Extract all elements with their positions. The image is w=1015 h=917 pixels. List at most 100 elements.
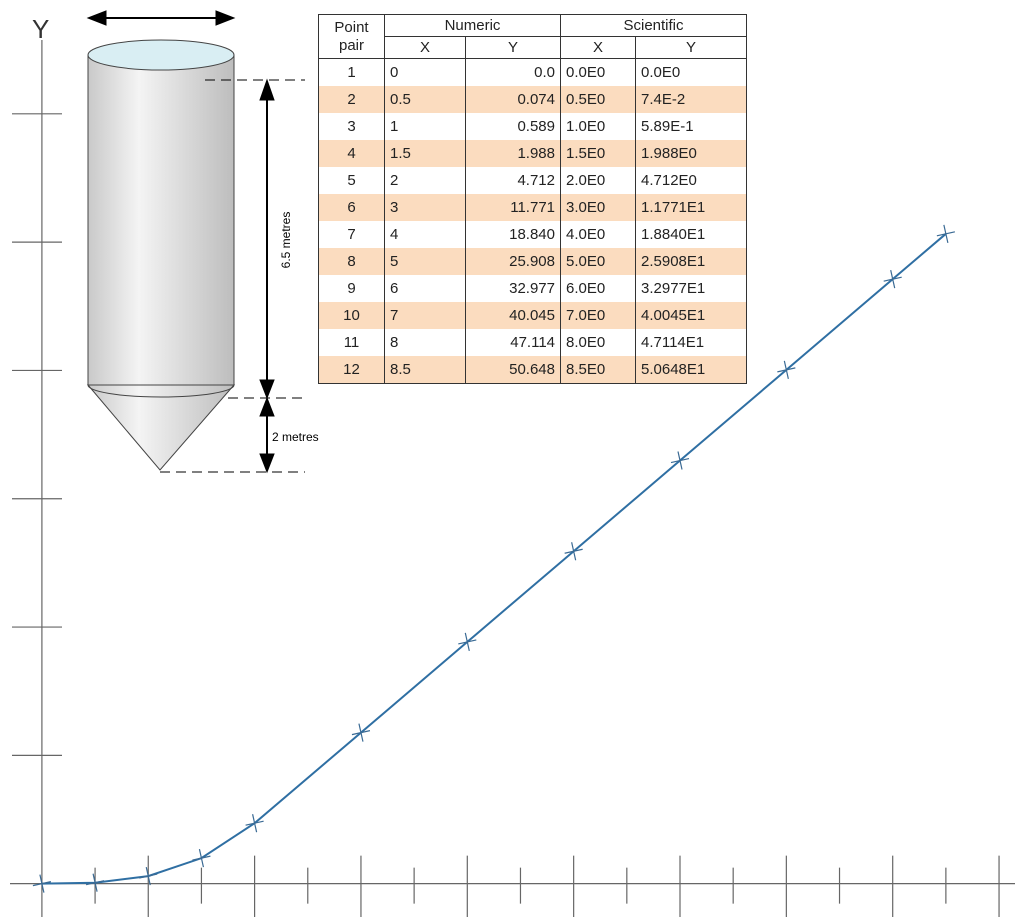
table-cell: 0.589 (465, 113, 561, 140)
table-cell: 2.5908E1 (635, 248, 747, 275)
table-cell: 4.712E0 (635, 167, 747, 194)
table-cell: 3.0E0 (560, 194, 636, 221)
table-cell: 4.0E0 (560, 221, 636, 248)
table-cell: 8.5 (384, 356, 466, 384)
table-cell: 4.0045E1 (635, 302, 747, 329)
table-cell: 8.5E0 (560, 356, 636, 384)
table-row: 4 1.5 1.988 1.5E0 1.988E0 (318, 140, 747, 167)
point-marker (777, 360, 796, 379)
table-cell: 8 (318, 248, 385, 275)
table-cell: 32.977 (465, 275, 561, 302)
table-cell: 6.0E0 (560, 275, 636, 302)
point-marker (351, 723, 371, 742)
table-cell: 11 (318, 329, 385, 356)
table-cell: 1.8840E1 (635, 221, 747, 248)
table-cell: 50.648 (465, 356, 561, 384)
point-marker (936, 224, 956, 243)
table-row: 2 0.5 0.074 0.5E0 7.4E-2 (318, 86, 747, 113)
table-cell: 47.114 (465, 329, 561, 356)
table-cell: 0.5E0 (560, 86, 636, 113)
table-cell: 8.0E0 (560, 329, 636, 356)
table-cell: 0.0E0 (560, 58, 636, 86)
table-cell: 7 (384, 302, 466, 329)
table-cell: 2 (384, 167, 466, 194)
table-row: 7 4 18.840 4.0E0 1.8840E1 (318, 221, 747, 248)
table-row: 6 3 11.771 3.0E0 1.1771E1 (318, 194, 747, 221)
table-cell: 5.89E-1 (635, 113, 747, 140)
table-cell: 7.0E0 (560, 302, 636, 329)
point-marker (564, 542, 583, 561)
table-row: 11 8 47.114 8.0E0 4.7114E1 (318, 329, 747, 356)
table-cell: 0.0E0 (635, 58, 747, 86)
table-cell: 3.2977E1 (635, 275, 747, 302)
point-marker (245, 814, 264, 833)
point-marker (458, 632, 477, 652)
table-cell: 1.0E0 (560, 113, 636, 140)
table-cell: 5 (384, 248, 466, 275)
table-cell: 6 (318, 194, 385, 221)
table-cell: 12 (318, 356, 385, 384)
table-row: 10 7 40.045 7.0E0 4.0045E1 (318, 302, 747, 329)
table-cell: 2.0E0 (560, 167, 636, 194)
table-cell: Numeric (384, 14, 561, 37)
point-marker (883, 270, 902, 289)
table-cell: X (384, 36, 466, 59)
table-cell: 1.988 (465, 140, 561, 167)
table-cell: 0.0 (465, 58, 561, 86)
table-cell: 9 (318, 275, 385, 302)
y-axis-label: Y (32, 14, 49, 44)
table-cell: 0.074 (465, 86, 561, 113)
data-table: Point pair Numeric Scientific X Y X Y 1 0 0.0 0.0E… (318, 14, 747, 384)
point-marker (670, 451, 690, 470)
table-cell: 1.5 (384, 140, 466, 167)
table-cell: 5.0E0 (560, 248, 636, 275)
table-cell: 0.5 (384, 86, 466, 113)
table-cell: 4.712 (465, 167, 561, 194)
table-cell: 4 (318, 140, 385, 167)
table-cell: 2 (318, 86, 385, 113)
table-cell: 1.1771E1 (635, 194, 747, 221)
point-marker (139, 866, 158, 886)
table-cell: 5.0648E1 (635, 356, 747, 384)
table-cell: 18.840 (465, 221, 561, 248)
table-row: 1 0 0.0 0.0E0 0.0E0 (318, 58, 747, 86)
table-row: 9 6 32.977 6.0E0 3.2977E1 (318, 275, 747, 302)
table-row: 12 8.5 50.648 8.5E0 5.0648E1 (318, 356, 747, 384)
table-cell: Y (635, 36, 747, 59)
table-cell: 1.988E0 (635, 140, 747, 167)
table-cell: 1.5E0 (560, 140, 636, 167)
table-row: 5 2 4.712 2.0E0 4.712E0 (318, 167, 747, 194)
table-cell: 11.771 (465, 194, 561, 221)
table-cell: 6 (384, 275, 466, 302)
table-row: Point pair Numeric Scientific (318, 14, 747, 59)
point-marker (32, 874, 52, 893)
table-cell: 4.7114E1 (635, 329, 747, 356)
cone-label: 2 metres (272, 430, 319, 444)
table-cell: 1 (384, 113, 466, 140)
table-cell: 0 (384, 58, 466, 86)
table-cell: X (560, 36, 636, 59)
table-cell: 7 (318, 221, 385, 248)
table-cell: 3 (384, 194, 466, 221)
table-row: 8 5 25.908 5.0E0 2.5908E1 (318, 248, 747, 275)
point-marker (192, 849, 211, 868)
table-cell: 10 (318, 302, 385, 329)
dimension-lines (86, 10, 305, 474)
table-cell: 1 (318, 58, 385, 86)
table-cell: 7.4E-2 (635, 86, 747, 113)
table-cell: 25.908 (465, 248, 561, 275)
table-cell: Point pair (318, 14, 385, 59)
height-label: 6.5 metres (279, 212, 293, 269)
table-cell: 5 (318, 167, 385, 194)
table-cell: 4 (384, 221, 466, 248)
table-cell: 40.045 (465, 302, 561, 329)
table-cell: 3 (318, 113, 385, 140)
table-row: 3 1 0.589 1.0E0 5.89E-1 (318, 113, 747, 140)
silo (86, 39, 236, 471)
data-line (41, 233, 947, 885)
table-cell: 8 (384, 329, 466, 356)
point-marker (85, 873, 105, 892)
